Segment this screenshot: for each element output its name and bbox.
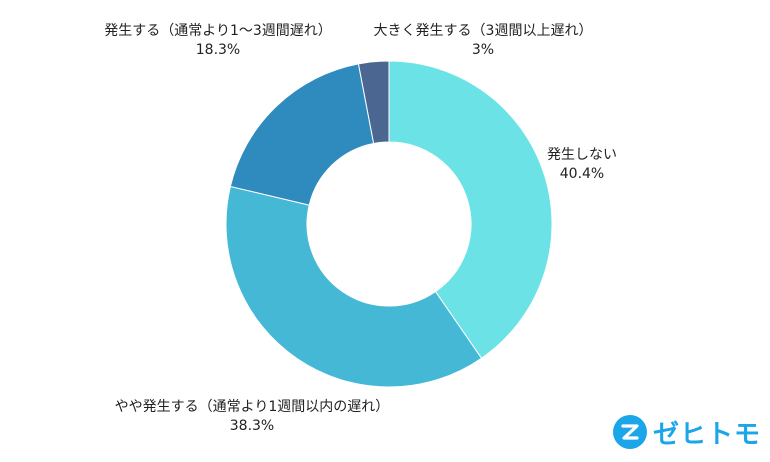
slice-category-label: 発生する（通常より1〜3週間遅れ） xyxy=(104,23,332,39)
slice-greatly-occurring xyxy=(357,60,390,145)
slice-not-occurring xyxy=(388,60,553,359)
slice-value-label: 38.3% xyxy=(229,418,275,434)
slice-label-occurring: 発生する（通常より1〜3週間遅れ） 18.3% xyxy=(78,22,358,60)
zehitomo-z-icon xyxy=(613,415,647,449)
logo-text: ゼヒトモ xyxy=(653,419,762,450)
slice-category-label: やや発生する（通常より1週間以内の遅れ） xyxy=(114,399,390,415)
slice-value-label: 18.3% xyxy=(195,42,241,58)
slice-category-label: 発生しない xyxy=(547,147,617,163)
slice-label-slightly-occurring: やや発生する（通常より1週間以内の遅れ） 38.3% xyxy=(92,398,412,436)
slice-value-label: 3% xyxy=(471,42,495,58)
slice-category-label: 大きく発生する（3週間以上遅れ） xyxy=(373,23,593,39)
brand-logo: ゼヒトモ xyxy=(613,410,761,454)
slice-value-label: 40.4% xyxy=(559,166,605,182)
slice-slightly-occurring xyxy=(225,185,483,388)
slice-label-greatly-occurring: 大きく発生する（3週間以上遅れ） 3% xyxy=(353,22,613,60)
slice-label-not-occurring: 発生しない 40.4% xyxy=(527,146,637,184)
slice-occurring xyxy=(229,63,375,206)
donut-slices xyxy=(225,60,553,388)
